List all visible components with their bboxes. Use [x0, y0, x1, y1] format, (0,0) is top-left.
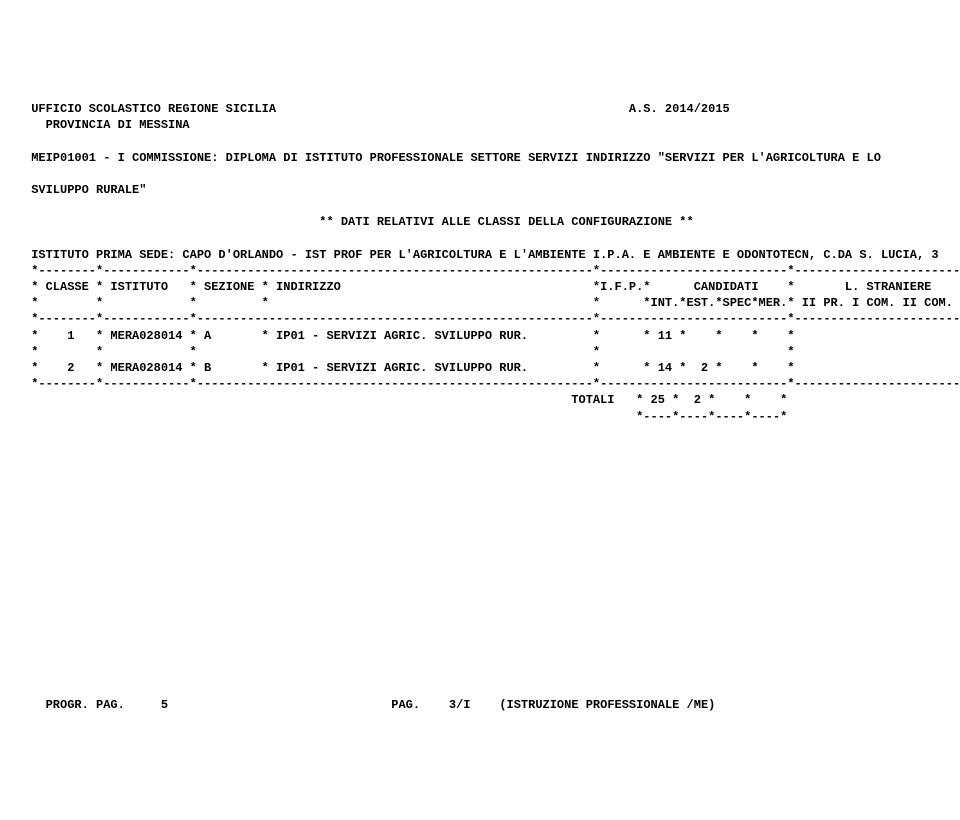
sede-line: ISTITUTO PRIMA SEDE: CAPO D'ORLANDO - IS…: [24, 248, 939, 262]
school-year: A.S. 2014/2015: [629, 102, 730, 116]
page-footer: PROGR. PAG. 5 PAG. 3/I (ISTRUZIONE PROFE…: [24, 697, 936, 713]
table-header-2: * * * * * *INT.*EST.*SPEC*MER.* II PR. I…: [24, 296, 960, 310]
footer-right: (ISTRUZIONE PROFESSIONALE /ME): [499, 698, 715, 712]
footer-pag: PAG. 3/I: [391, 698, 470, 712]
province-line: PROVINCIA DI MESSINA: [24, 118, 190, 132]
table-totali: TOTALI * 25 * 2 * * *: [24, 393, 787, 407]
table-sep-top: *--------*------------*-----------------…: [24, 264, 960, 278]
table-sep-bot: *--------*------------*-----------------…: [24, 377, 960, 391]
table-row-blank: * * * * * *: [24, 345, 960, 359]
config-heading: ** DATI RELATIVI ALLE CLASSI DELLA CONFI…: [24, 215, 694, 229]
document-page: UFFICIO SCOLASTICO REGIONE SICILIA A.S. …: [24, 85, 936, 719]
commission-line-2: SVILUPPO RURALE": [24, 183, 146, 197]
commission-line-1: MEIP01001 - I COMMISSIONE: DIPLOMA DI IS…: [24, 151, 881, 165]
table-row: * 2 * MERA028014 * B * IP01 - SERVIZI AG…: [24, 361, 960, 375]
table-totali-sep: *----*----*----*----*: [24, 410, 787, 424]
table-sep-mid: *--------*------------*-----------------…: [24, 312, 960, 326]
footer-progr: PROGR. PAG. 5: [24, 698, 168, 712]
table-row: * 1 * MERA028014 * A * IP01 - SERVIZI AG…: [24, 329, 960, 343]
table-header-1: * CLASSE * ISTITUTO * SEZIONE * INDIRIZZ…: [24, 280, 960, 294]
office-line: UFFICIO SCOLASTICO REGIONE SICILIA: [24, 102, 276, 116]
